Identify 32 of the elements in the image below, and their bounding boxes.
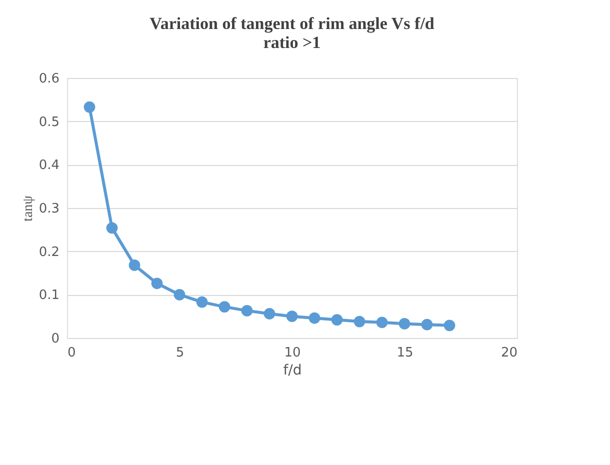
point [106, 222, 118, 234]
x-tick-label: 20 [500, 346, 518, 360]
y-tick-label: 0.1 [38, 288, 60, 304]
x-tick-label: 5 [176, 346, 184, 360]
x-tick-label: 0 [68, 346, 76, 360]
x-tick-label: 15 [396, 346, 414, 360]
y-tick-label: 0 [51, 332, 60, 346]
point [241, 305, 253, 316]
chart-title: Variation of tangent of rim angle Vs f/d ratio >1 [150, 14, 435, 52]
point [286, 310, 298, 322]
point [174, 288, 186, 300]
point [421, 318, 433, 330]
y-tick-label: 0.2 [38, 244, 60, 260]
point [151, 278, 163, 290]
y-tick-label: 0.4 [38, 158, 60, 174]
y-tick-label: 0.3 [38, 202, 60, 216]
point [84, 101, 96, 113]
point [354, 316, 366, 328]
point [376, 316, 388, 328]
point [264, 308, 276, 320]
point [196, 296, 208, 308]
point [218, 301, 230, 312]
point [398, 318, 410, 330]
x-axis-title: f/d [283, 362, 302, 378]
y-tick-label: 0.5 [38, 114, 60, 130]
y-axis-title: tanψ [20, 195, 36, 222]
point [444, 320, 456, 332]
x-tick-label: 10 [284, 346, 301, 360]
point [128, 260, 140, 271]
point [331, 314, 343, 326]
point [308, 312, 320, 324]
y-tick-label: 0.6 [38, 72, 60, 86]
